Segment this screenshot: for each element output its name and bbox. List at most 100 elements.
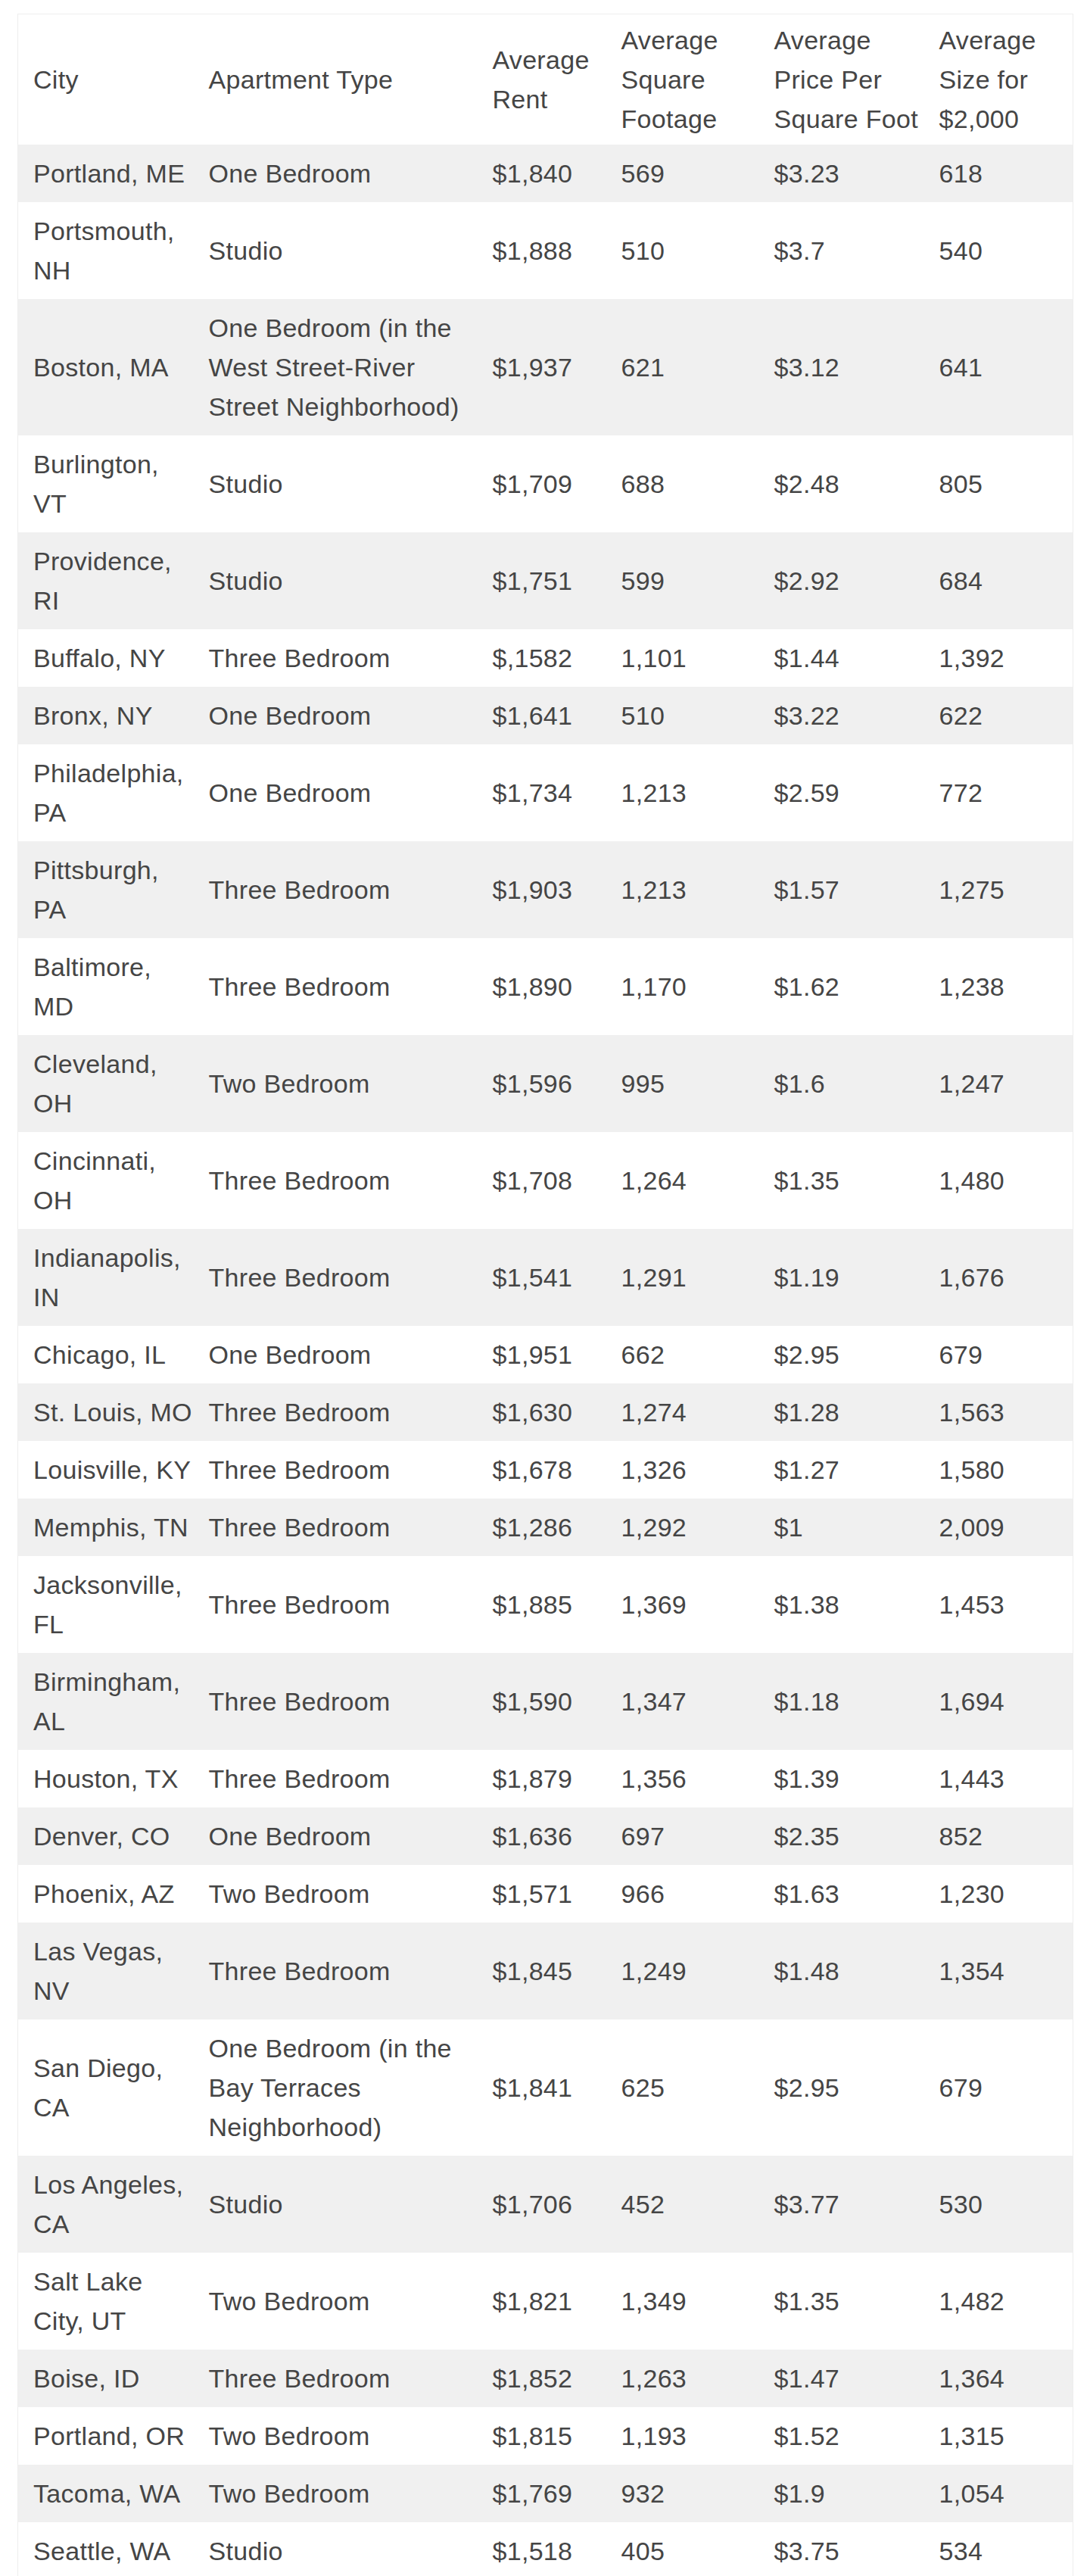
cell-average-rent: $1,815 [493, 2407, 621, 2465]
cell-apartment-type: Three Bedroom [209, 1132, 493, 1229]
cell-apartment-type: Three Bedroom [209, 629, 493, 687]
cell-price-per-sqft: $2.59 [774, 744, 939, 841]
column-header-apartment-type: Apartment Type [209, 14, 493, 145]
header-row: City Apartment Type Average Rent Average… [18, 14, 1073, 145]
cell-city: Salt Lake City, UT [18, 2253, 209, 2350]
cell-average-rent: $1,852 [493, 2350, 621, 2407]
cell-average-sqft: 621 [621, 299, 774, 435]
table-row: Bronx, NY One Bedroom $1,641 510 $3.22 6… [18, 687, 1073, 744]
table-row: Chicago, IL One Bedroom $1,951 662 $2.95… [18, 1326, 1073, 1383]
cell-city: Louisville, KY [18, 1441, 209, 1499]
cell-size-for-2000: 1,354 [939, 1923, 1073, 2019]
cell-average-sqft: 1,264 [621, 1132, 774, 1229]
cell-average-sqft: 1,326 [621, 1441, 774, 1499]
column-header-size-for-2000: Average Size for $2,000 [939, 14, 1073, 145]
cell-average-rent: $1,769 [493, 2465, 621, 2522]
cell-apartment-type: Three Bedroom [209, 1383, 493, 1441]
cell-average-sqft: 697 [621, 1807, 774, 1865]
cell-apartment-type: Three Bedroom [209, 1499, 493, 1556]
cell-average-sqft: 662 [621, 1326, 774, 1383]
cell-apartment-type: One Bedroom (in the West Street-River St… [209, 299, 493, 435]
cell-city: Portland, OR [18, 2407, 209, 2465]
cell-average-rent: $1,734 [493, 744, 621, 841]
cell-price-per-sqft: $1.39 [774, 1750, 939, 1807]
cell-average-rent: $1,840 [493, 145, 621, 202]
table-row: Phoenix, AZ Two Bedroom $1,571 966 $1.63… [18, 1865, 1073, 1923]
cell-city: Providence, RI [18, 532, 209, 629]
rent-comparison-table: City Apartment Type Average Rent Average… [17, 14, 1073, 2576]
table-row: Pittsburgh, PA Three Bedroom $1,903 1,21… [18, 841, 1073, 938]
cell-average-rent: $1,708 [493, 1132, 621, 1229]
cell-average-rent: $1,706 [493, 2156, 621, 2253]
cell-city: Boston, MA [18, 299, 209, 435]
cell-size-for-2000: 772 [939, 744, 1073, 841]
column-header-city: City [18, 14, 209, 145]
cell-city: Cleveland, OH [18, 1035, 209, 1132]
cell-city: Bronx, NY [18, 687, 209, 744]
cell-city: Pittsburgh, PA [18, 841, 209, 938]
cell-apartment-type: One Bedroom (in the Bay Terraces Neighbo… [209, 2019, 493, 2156]
cell-price-per-sqft: $3.77 [774, 2156, 939, 2253]
cell-size-for-2000: 1,480 [939, 1132, 1073, 1229]
cell-apartment-type: One Bedroom [209, 687, 493, 744]
table-row: Salt Lake City, UT Two Bedroom $1,821 1,… [18, 2253, 1073, 2350]
cell-size-for-2000: 852 [939, 1807, 1073, 1865]
cell-price-per-sqft: $1.62 [774, 938, 939, 1035]
cell-average-sqft: 1,347 [621, 1653, 774, 1750]
cell-average-rent: $1,590 [493, 1653, 621, 1750]
cell-apartment-type: Studio [209, 2522, 493, 2576]
cell-average-rent: $1,571 [493, 1865, 621, 1923]
cell-city: Philadelphia, PA [18, 744, 209, 841]
cell-average-rent: $1,678 [493, 1441, 621, 1499]
cell-average-rent: $1,709 [493, 435, 621, 532]
table-row: Baltimore, MD Three Bedroom $1,890 1,170… [18, 938, 1073, 1035]
cell-apartment-type: One Bedroom [209, 744, 493, 841]
table-row: Tacoma, WA Two Bedroom $1,769 932 $1.9 1… [18, 2465, 1073, 2522]
cell-city: Seattle, WA [18, 2522, 209, 2576]
cell-average-rent: $1,541 [493, 1229, 621, 1326]
cell-size-for-2000: 618 [939, 145, 1073, 202]
cell-price-per-sqft: $2.92 [774, 532, 939, 629]
cell-apartment-type: Three Bedroom [209, 1441, 493, 1499]
cell-average-sqft: 1,170 [621, 938, 774, 1035]
cell-price-per-sqft: $3.22 [774, 687, 939, 744]
cell-city: Boise, ID [18, 2350, 209, 2407]
cell-apartment-type: Three Bedroom [209, 1556, 493, 1653]
cell-size-for-2000: 534 [939, 2522, 1073, 2576]
table-row: St. Louis, MO Three Bedroom $1,630 1,274… [18, 1383, 1073, 1441]
cell-average-sqft: 1,292 [621, 1499, 774, 1556]
cell-size-for-2000: 1,482 [939, 2253, 1073, 2350]
table-header: City Apartment Type Average Rent Average… [18, 14, 1073, 145]
cell-average-rent: $1,751 [493, 532, 621, 629]
cell-average-rent: $1,636 [493, 1807, 621, 1865]
cell-city: Memphis, TN [18, 1499, 209, 1556]
table-row: Jacksonville, FL Three Bedroom $1,885 1,… [18, 1556, 1073, 1653]
cell-price-per-sqft: $3.7 [774, 202, 939, 299]
cell-average-sqft: 995 [621, 1035, 774, 1132]
table-body: Portland, ME One Bedroom $1,840 569 $3.2… [18, 145, 1073, 2576]
cell-size-for-2000: 805 [939, 435, 1073, 532]
cell-apartment-type: Studio [209, 532, 493, 629]
cell-average-sqft: 1,274 [621, 1383, 774, 1441]
cell-average-sqft: 1,193 [621, 2407, 774, 2465]
cell-apartment-type: Three Bedroom [209, 1923, 493, 2019]
cell-average-rent: $1,286 [493, 1499, 621, 1556]
cell-size-for-2000: 1,275 [939, 841, 1073, 938]
cell-average-sqft: 1,356 [621, 1750, 774, 1807]
table-row: Indianapolis, IN Three Bedroom $1,541 1,… [18, 1229, 1073, 1326]
cell-apartment-type: Three Bedroom [209, 1653, 493, 1750]
cell-apartment-type: One Bedroom [209, 1326, 493, 1383]
cell-average-sqft: 1,291 [621, 1229, 774, 1326]
cell-average-sqft: 1,369 [621, 1556, 774, 1653]
cell-average-sqft: 1,263 [621, 2350, 774, 2407]
cell-price-per-sqft: $2.95 [774, 1326, 939, 1383]
cell-size-for-2000: 530 [939, 2156, 1073, 2253]
cell-city: Los Angeles, CA [18, 2156, 209, 2253]
cell-size-for-2000: 1,676 [939, 1229, 1073, 1326]
rent-comparison-table-container: City Apartment Type Average Rent Average… [17, 14, 1073, 2576]
cell-average-rent: $1,937 [493, 299, 621, 435]
cell-city: Buffalo, NY [18, 629, 209, 687]
cell-city: San Diego, CA [18, 2019, 209, 2156]
cell-average-sqft: 1,213 [621, 744, 774, 841]
table-row: Memphis, TN Three Bedroom $1,286 1,292 $… [18, 1499, 1073, 1556]
